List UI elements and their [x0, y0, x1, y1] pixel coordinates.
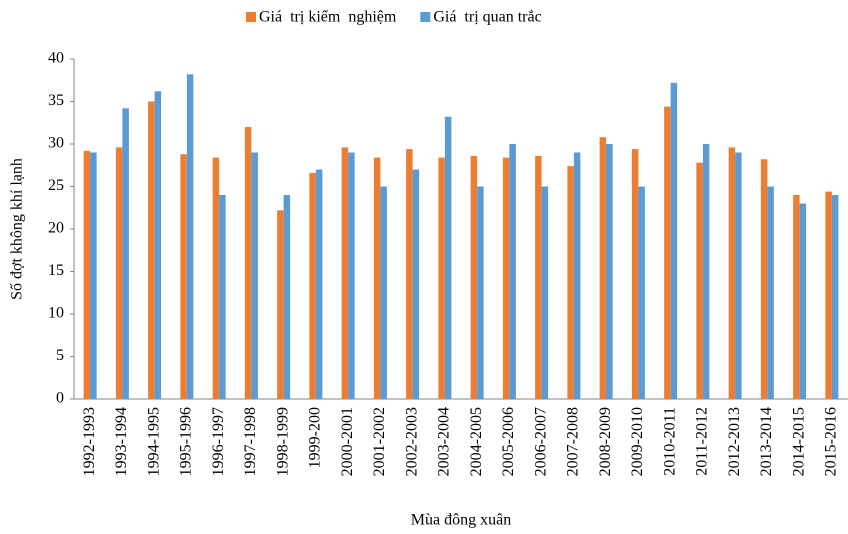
bar: [90, 152, 97, 399]
x-tick-label: 2010-2011: [661, 407, 678, 476]
bar: [315, 169, 323, 399]
bar: [180, 154, 187, 399]
bar: [309, 172, 316, 399]
bar: [470, 155, 478, 399]
y-tick-label: 10: [48, 305, 64, 322]
bar: [599, 137, 607, 399]
bar: [696, 162, 703, 399]
x-tick-label: 2005-2006: [500, 407, 517, 476]
legend-label: Giá trị kiểm nghiệm: [259, 9, 397, 26]
bar: [373, 157, 381, 399]
y-tick-label: 35: [48, 92, 64, 109]
bar: [638, 186, 645, 399]
bar: [244, 127, 252, 399]
x-tick-label: 1996-1997: [210, 407, 227, 476]
bar: [277, 210, 284, 399]
bar: [793, 195, 800, 399]
bar: [83, 150, 91, 399]
x-axis-title: Mùa đông xuân: [411, 512, 511, 529]
bar: [799, 203, 807, 399]
y-axis-title: Số đợt không khí lạnh: [9, 158, 26, 300]
y-tick-label: 20: [48, 220, 64, 237]
bar: [444, 116, 452, 400]
bar: [760, 159, 768, 399]
y-tick-label: 40: [48, 50, 64, 67]
bar: [631, 149, 639, 399]
bar: [502, 157, 510, 399]
y-tick-label: 25: [48, 177, 64, 194]
x-tick-label: 2015-2016: [823, 407, 840, 476]
bar: [341, 147, 349, 399]
x-tick-label: 1992-1993: [81, 407, 98, 476]
bar: [348, 152, 355, 399]
x-tick-label: 2008-2009: [597, 407, 614, 476]
x-tick-label: 2002-2003: [403, 407, 420, 476]
bar: [728, 147, 736, 399]
x-tick-label: 1999-200: [307, 407, 324, 468]
bar: [219, 195, 226, 399]
x-tick-label: 2004-2005: [468, 407, 485, 476]
bar: [251, 152, 258, 399]
y-tick-label: 5: [56, 347, 64, 364]
legend-label: Giá trị quan trắc: [433, 9, 541, 26]
x-tick-label: 2013-2014: [758, 407, 775, 476]
bar: [664, 106, 671, 399]
y-tick-label: 15: [48, 262, 64, 279]
x-tick-label: 1995-1996: [178, 407, 195, 476]
y-tick-label: 30: [48, 135, 64, 152]
legend-swatch: [246, 12, 256, 22]
x-tick-label: 2012-2013: [726, 407, 743, 476]
bar: [212, 157, 220, 399]
x-tick-label: 2007-2008: [565, 407, 582, 476]
bar: [148, 101, 155, 399]
bar: [670, 82, 678, 400]
bar: [509, 144, 516, 399]
bar: [115, 147, 123, 399]
bar: [122, 108, 129, 400]
x-tick-label: 2009-2010: [629, 407, 646, 476]
bar: [825, 191, 832, 399]
x-tick-label: 2003-2004: [436, 407, 453, 476]
x-tick-label: 1993-1994: [113, 407, 130, 476]
x-tick-label: 2001-2002: [371, 407, 388, 476]
bar: [702, 144, 710, 399]
bar: [831, 195, 839, 399]
y-tick-label: 0: [56, 390, 64, 407]
x-tick-label: 1997-1998: [242, 407, 259, 476]
x-tick-label: 2014-2015: [790, 407, 807, 476]
bar: [477, 186, 484, 399]
x-tick-label: 2011-2012: [694, 407, 711, 476]
bar: [541, 186, 549, 399]
x-tick-label: 2006-2007: [532, 407, 549, 476]
bar: [573, 152, 581, 399]
x-tick-label: 2000-2001: [339, 407, 356, 476]
bar: [567, 166, 574, 399]
legend-swatch: [420, 12, 431, 22]
bar: [154, 91, 162, 400]
bar: [735, 152, 742, 399]
bar: [283, 195, 291, 399]
x-tick-label: 1998-1999: [274, 407, 291, 476]
bar: [606, 144, 613, 399]
bar: [535, 155, 542, 399]
bar: [438, 157, 445, 399]
bar: [380, 186, 387, 399]
bar: [767, 186, 774, 399]
x-tick-label: 1994-1995: [145, 407, 162, 476]
bar: [412, 169, 420, 399]
bar: [186, 74, 194, 400]
bar: [406, 149, 413, 399]
